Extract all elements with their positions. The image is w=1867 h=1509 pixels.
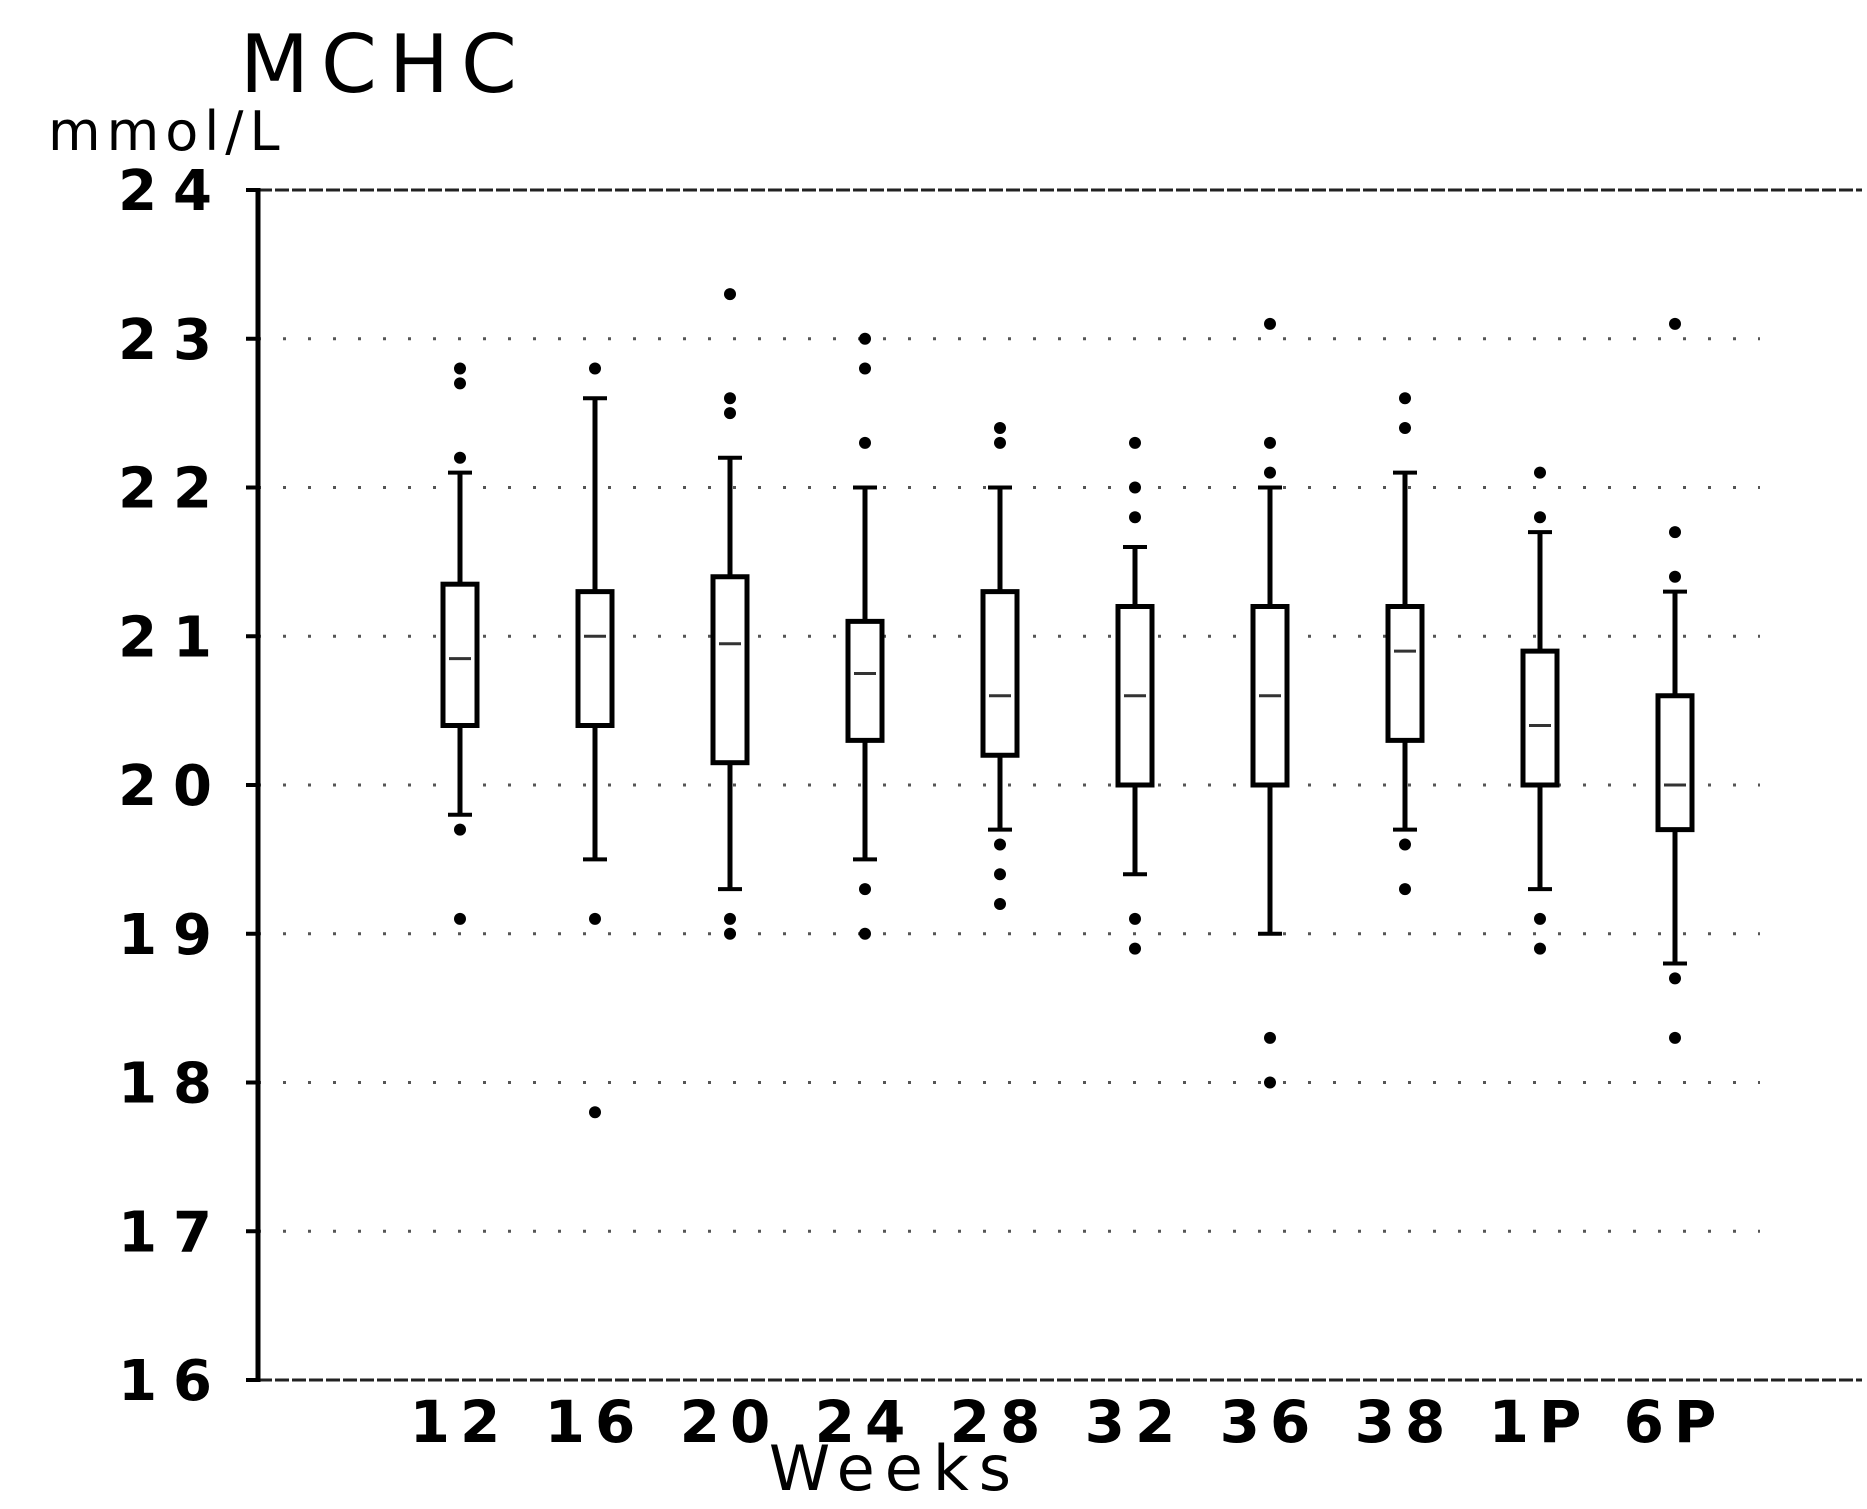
x-tick-label-24: 24: [815, 1388, 916, 1456]
outlier-point-3: [454, 377, 466, 390]
outlier-point-1: [724, 927, 736, 940]
outlier-point-2: [994, 898, 1006, 910]
box-28: [980, 422, 1020, 910]
x-tick-label-1P: 1P: [1489, 1388, 1592, 1456]
box-6P: [1655, 317, 1695, 1044]
outlier-point-2: [1669, 570, 1681, 583]
outlier-point-0: [859, 883, 871, 896]
box-iqr: [1250, 604, 1290, 788]
outlier-point-1: [589, 1106, 601, 1119]
x-tick-label-38: 38: [1355, 1388, 1456, 1456]
outlier-point-0: [724, 912, 736, 925]
outlier-point-2: [1129, 511, 1141, 524]
outlier-point-0: [589, 912, 601, 925]
outlier-point-2: [454, 451, 466, 464]
outlier-point-3: [1669, 526, 1681, 539]
y-tick-label-23: 23: [118, 308, 228, 373]
x-axis-label: Weeks: [769, 1432, 1021, 1505]
y-tick-label-16: 16: [118, 1349, 228, 1414]
outlier-point-0: [1534, 912, 1546, 925]
outlier-point-3: [994, 436, 1006, 449]
box-38: [1385, 392, 1425, 896]
outlier-point-0: [454, 823, 466, 836]
outlier-point-0: [1399, 838, 1411, 851]
box-iqr: [1385, 604, 1425, 743]
y-axis-label: mmol/L: [48, 100, 286, 163]
outlier-point-1: [1534, 942, 1546, 955]
box-1P: [1520, 466, 1560, 955]
outlier-point-3: [1534, 466, 1546, 479]
box-iqr: [575, 589, 615, 728]
x-tick-label-12: 12: [410, 1388, 511, 1456]
outlier-point-3: [859, 362, 871, 375]
outlier-point-2: [1399, 422, 1411, 434]
outlier-point-4: [1669, 317, 1681, 330]
outlier-point-4: [1264, 317, 1276, 330]
box-iqr: [1655, 693, 1695, 833]
y-tick-label-22: 22: [118, 457, 228, 522]
outlier-point-0: [1129, 912, 1141, 925]
y-tick-label-21: 21: [118, 605, 228, 670]
y-tick-label-24: 24: [118, 159, 228, 224]
y-tick-label-20: 20: [118, 754, 228, 819]
outlier-point-1: [454, 912, 466, 925]
box-iqr: [980, 589, 1020, 758]
outlier-point-2: [859, 436, 871, 449]
y-tick-labels: 16 17 18 19 20 21 22 23 24: [118, 159, 228, 1414]
box-iqr: [710, 574, 750, 766]
outlier-point-4: [859, 332, 871, 345]
outlier-point-2: [1534, 511, 1546, 524]
outlier-point-0: [1264, 1031, 1276, 1044]
box-24: [845, 332, 885, 940]
axes: [246, 188, 1862, 1382]
y-tick-label-17: 17: [118, 1200, 228, 1265]
outlier-point-1: [1129, 942, 1141, 955]
outlier-point-1: [1399, 883, 1411, 896]
box-16: [575, 362, 615, 1119]
x-tick-labels: 12 16 20 24 28 32 36 38 1P 6P: [410, 1388, 1727, 1456]
outlier-point-3: [1264, 436, 1276, 449]
box-iqr: [845, 618, 885, 743]
x-tick-label-36: 36: [1220, 1388, 1321, 1456]
x-tick-label-32: 32: [1085, 1388, 1186, 1456]
outlier-point-1: [859, 927, 871, 940]
outlier-point-1: [1264, 1076, 1276, 1089]
outlier-point-3: [1129, 481, 1141, 494]
outlier-point-4: [994, 422, 1006, 434]
y-tick-label-19: 19: [118, 903, 228, 968]
outlier-point-2: [589, 362, 601, 375]
outlier-point-0: [994, 838, 1006, 851]
outlier-point-4: [724, 288, 736, 301]
box-iqr: [1520, 648, 1560, 788]
outlier-point-1: [1669, 1031, 1681, 1044]
outlier-point-2: [1264, 466, 1276, 479]
x-tick-label-20: 20: [680, 1388, 781, 1456]
x-tick-label-16: 16: [545, 1388, 646, 1456]
box-12: [440, 362, 480, 925]
box-32: [1115, 436, 1155, 955]
outlier-point-1: [994, 868, 1006, 881]
box-iqr: [440, 581, 480, 728]
outlier-point-3: [724, 392, 736, 405]
x-tick-label-28: 28: [950, 1388, 1051, 1456]
outlier-point-3: [1399, 392, 1411, 405]
y-tick-label-18: 18: [118, 1052, 228, 1117]
outlier-point-4: [1129, 436, 1141, 449]
outlier-point-4: [454, 362, 466, 375]
outlier-point-2: [724, 407, 736, 420]
box-36: [1250, 317, 1290, 1089]
box-20: [710, 288, 750, 940]
outlier-point-0: [1669, 972, 1681, 985]
x-tick-label-6P: 6P: [1624, 1388, 1727, 1456]
boxes: [440, 288, 1695, 1119]
chart-title: MCHC: [240, 18, 529, 111]
